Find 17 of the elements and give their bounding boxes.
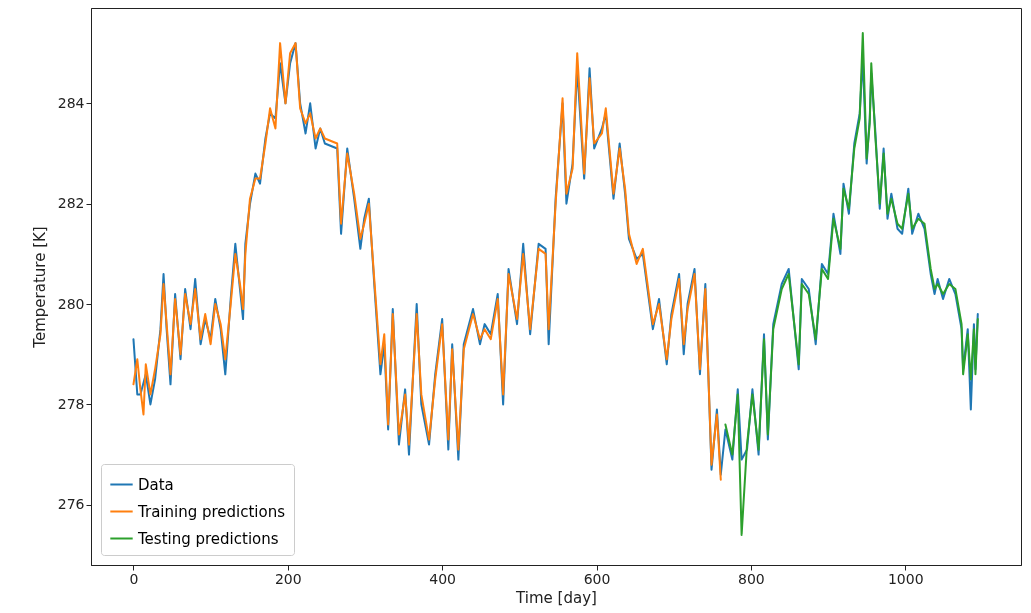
y-axis-title: Temperature [K] [30,226,49,349]
legend-label: Testing predictions [137,529,279,548]
legend-label: Data [138,475,174,494]
line-series [724,32,979,536]
y-tick-label: 276 [57,496,85,513]
x-tick-label: 0 [129,570,139,587]
x-axis-title: Time [day] [515,588,597,607]
legend-label: Training predictions [137,502,286,521]
x-tick-label: 600 [583,570,611,587]
x-tick-label: 1000 [887,570,924,587]
x-tick-label: 400 [429,570,457,587]
y-tick-label: 280 [57,295,85,312]
x-tick-label: 200 [274,570,302,587]
x-tick-label: 800 [738,570,765,587]
y-tick-label: 282 [57,195,85,212]
y-tick-label: 284 [57,94,85,111]
y-tick-label: 278 [57,395,85,412]
